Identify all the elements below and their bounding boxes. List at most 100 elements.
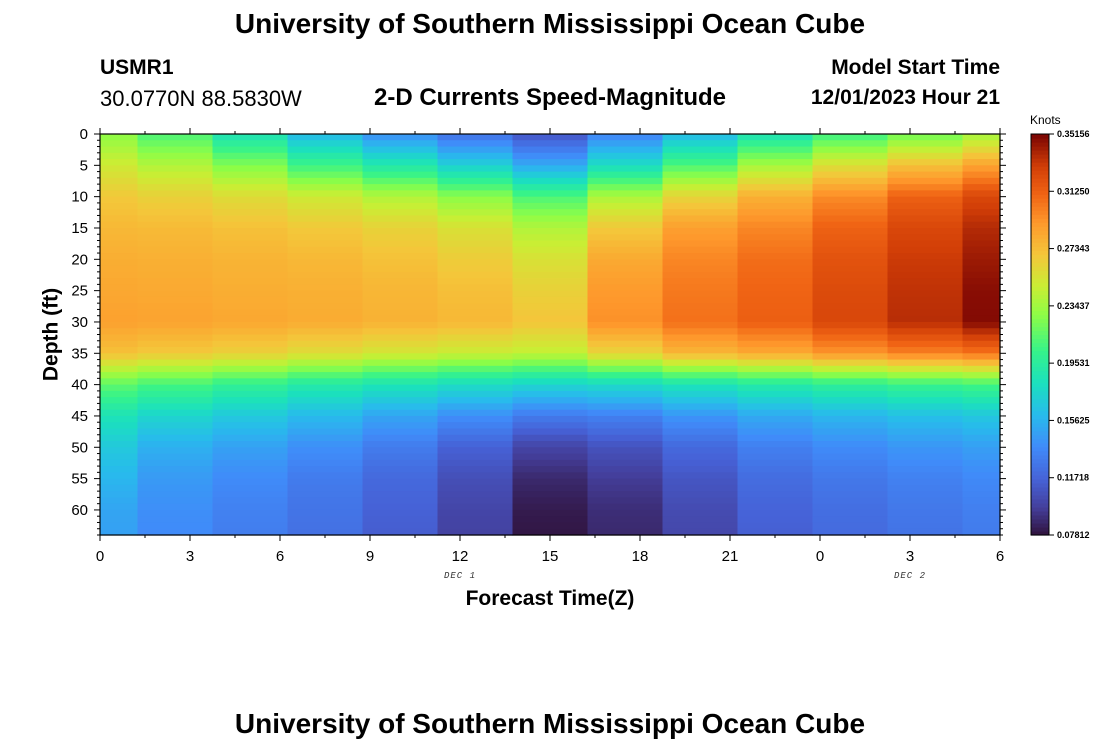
heatmap-cell — [212, 209, 289, 217]
heatmap-cell — [437, 478, 514, 486]
colorbar-tick-label: 0.27343 — [1057, 244, 1090, 254]
heatmap-cell — [212, 159, 289, 166]
heatmap-cell — [737, 184, 814, 191]
heatmap-cell — [812, 528, 889, 536]
heatmap-cell — [662, 422, 739, 430]
heatmap-cell — [962, 190, 1001, 198]
heatmap-cell — [212, 165, 289, 173]
heatmap-cell — [287, 146, 364, 154]
heatmap-cell — [137, 290, 214, 298]
heatmap-cell — [437, 246, 514, 254]
y-tick-label: 20 — [71, 251, 88, 268]
heatmap-cell — [962, 422, 1001, 430]
heatmap-cell — [287, 227, 364, 235]
heatmap-cell — [587, 134, 664, 141]
colorbar-segment — [1031, 294, 1049, 300]
heatmap-cell — [962, 403, 1001, 411]
heatmap-cell — [662, 215, 739, 223]
chart-subtitle: 2-D Currents Speed-Magnitude — [373, 84, 727, 111]
heatmap-cell — [100, 246, 139, 254]
heatmap-cell — [587, 184, 664, 191]
colorbar-segment — [1031, 322, 1049, 328]
heatmap-cell — [662, 459, 739, 467]
heatmap-cell — [137, 152, 214, 160]
heatmap-cell — [212, 491, 289, 499]
heatmap-cell — [137, 271, 214, 279]
heatmap-cell — [437, 472, 514, 480]
heatmap-cell — [287, 497, 364, 505]
heatmap-cell — [737, 372, 814, 379]
heatmap-cell — [362, 296, 439, 304]
heatmap-cell — [287, 315, 364, 323]
heatmap-cell — [362, 309, 439, 317]
heatmap-cell — [887, 422, 964, 430]
heatmap-cell — [100, 227, 139, 235]
heatmap-cell — [737, 246, 814, 254]
heatmap-cell — [362, 390, 439, 398]
heatmap-cell — [812, 484, 889, 492]
heatmap-cell — [737, 466, 814, 473]
heatmap-cell — [437, 196, 514, 204]
colorbar-frame — [1030, 133, 1050, 536]
colorbar-segment — [1031, 350, 1049, 356]
heatmap-cell — [137, 246, 214, 254]
heatmap-cell — [887, 190, 964, 198]
heatmap-cell — [437, 434, 514, 442]
heatmap-cell — [662, 221, 739, 229]
heatmap-cell — [737, 234, 814, 242]
heatmap-cell — [587, 340, 664, 348]
colorbar-segment — [1031, 318, 1049, 324]
heatmap-cell — [287, 478, 364, 486]
heatmap-cell — [512, 403, 589, 411]
heatmap-cell — [100, 472, 139, 480]
heatmap-cell — [587, 409, 664, 417]
heatmap-cell — [287, 447, 364, 455]
heatmap-cell — [737, 221, 814, 229]
heatmap-cell — [137, 134, 214, 141]
heatmap-cell — [212, 409, 289, 417]
heatmap-cell — [287, 278, 364, 285]
colorbar-segment — [1031, 378, 1049, 384]
heatmap-cell — [362, 378, 439, 386]
y-tick-label: 50 — [71, 439, 88, 456]
heatmap-cell — [437, 315, 514, 323]
heatmap-cell — [737, 509, 814, 517]
colorbar-tick-label: 0.35156 — [1057, 129, 1090, 139]
heatmap-cell — [887, 359, 964, 367]
heatmap-cell — [287, 159, 364, 166]
heatmap-cell — [737, 522, 814, 530]
y-tick-label: 25 — [71, 283, 88, 300]
heatmap-cell — [212, 340, 289, 348]
heatmap-cell — [512, 365, 589, 373]
colorbar-segment — [1031, 234, 1049, 239]
heatmap-cell — [587, 372, 664, 379]
heatmap-cell — [100, 422, 139, 430]
heatmap-cell — [962, 453, 1001, 461]
heatmap-cell — [137, 171, 214, 179]
heatmap-cell — [662, 491, 739, 499]
heatmap-cell — [662, 240, 739, 248]
heatmap-cell — [812, 159, 889, 166]
heatmap-cell — [512, 516, 589, 524]
heatmap-cell — [737, 516, 814, 524]
colorbar-tick-label: 0.19531 — [1057, 358, 1090, 368]
heatmap-cell — [287, 403, 364, 411]
heatmap-cell — [212, 309, 289, 317]
heatmap-cell — [662, 478, 739, 486]
heatmap-cell — [100, 140, 139, 148]
heatmap-cell — [287, 378, 364, 386]
heatmap-cell — [137, 359, 214, 367]
heatmap-cell — [512, 372, 589, 379]
heatmap-cell — [212, 353, 289, 361]
heatmap-cell — [362, 328, 439, 336]
heatmap-cell — [887, 334, 964, 342]
heatmap-cell — [812, 372, 889, 379]
x-tick-label: 3 — [906, 548, 914, 565]
colorbar-segment — [1031, 362, 1049, 368]
colorbar-segment — [1031, 474, 1049, 480]
heatmap-cell — [887, 321, 964, 329]
colorbar-segment — [1031, 310, 1049, 316]
heatmap-cell — [962, 484, 1001, 492]
x-tick-label: 15 — [542, 548, 559, 565]
heatmap-cell — [587, 159, 664, 166]
